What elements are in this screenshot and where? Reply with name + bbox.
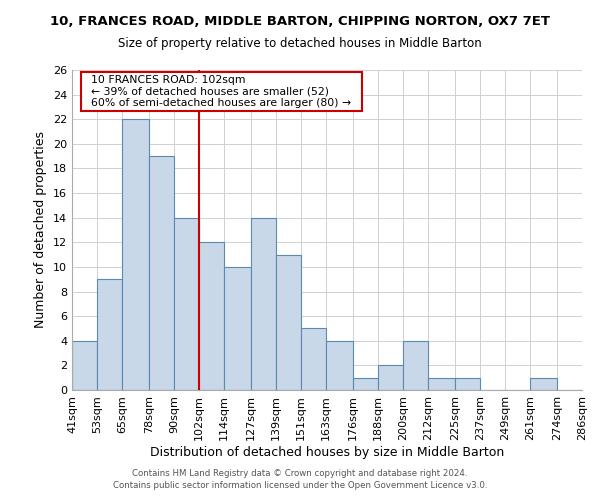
Text: Size of property relative to detached houses in Middle Barton: Size of property relative to detached ho… xyxy=(118,38,482,51)
Bar xyxy=(428,378,455,390)
Bar xyxy=(378,366,403,390)
Bar xyxy=(455,378,480,390)
Bar xyxy=(149,156,174,390)
Bar xyxy=(251,218,276,390)
Text: 10 FRANCES ROAD: 102sqm
  ← 39% of detached houses are smaller (52)
  60% of sem: 10 FRANCES ROAD: 102sqm ← 39% of detache… xyxy=(85,75,359,108)
Bar xyxy=(72,341,97,390)
Bar xyxy=(122,119,149,390)
X-axis label: Distribution of detached houses by size in Middle Barton: Distribution of detached houses by size … xyxy=(150,446,504,458)
Text: Contains HM Land Registry data © Crown copyright and database right 2024.: Contains HM Land Registry data © Crown c… xyxy=(132,468,468,477)
Bar xyxy=(174,218,199,390)
Bar xyxy=(353,378,378,390)
Bar xyxy=(97,279,122,390)
Bar xyxy=(326,341,353,390)
Bar xyxy=(199,242,224,390)
Bar xyxy=(224,267,251,390)
Bar xyxy=(301,328,326,390)
Bar xyxy=(276,254,301,390)
Bar xyxy=(530,378,557,390)
Y-axis label: Number of detached properties: Number of detached properties xyxy=(34,132,47,328)
Text: 10, FRANCES ROAD, MIDDLE BARTON, CHIPPING NORTON, OX7 7ET: 10, FRANCES ROAD, MIDDLE BARTON, CHIPPIN… xyxy=(50,15,550,28)
Text: Contains public sector information licensed under the Open Government Licence v3: Contains public sector information licen… xyxy=(113,481,487,490)
Bar xyxy=(403,341,428,390)
